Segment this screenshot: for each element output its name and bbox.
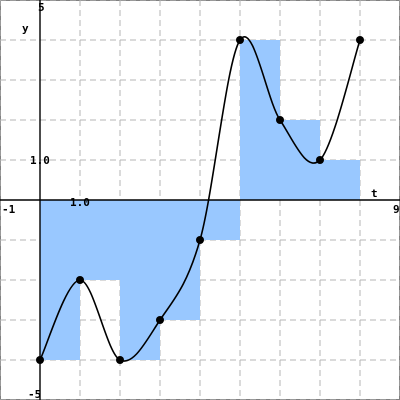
x-unit-tick-label: 1.0 (70, 196, 90, 209)
data-point-4 (196, 236, 204, 244)
step-bar-4 (200, 200, 240, 240)
data-point-3 (156, 316, 164, 324)
data-point-2 (116, 356, 124, 364)
data-point-8 (356, 36, 364, 44)
x-axis-label: t (371, 187, 378, 200)
x-max-tick-label: 9 (393, 203, 400, 216)
x-min-tick-label: -1 (2, 203, 16, 216)
step-bar-1 (80, 200, 120, 280)
step-bars (40, 40, 360, 360)
data-point-6 (276, 116, 284, 124)
step-bar-6 (280, 120, 320, 200)
step-bar-2 (120, 200, 160, 360)
step-bar-7 (320, 160, 360, 200)
y-axis-label: y (22, 22, 29, 35)
y-unit-tick-label: 1.0 (30, 154, 50, 167)
data-point-0 (36, 356, 44, 364)
data-point-7 (316, 156, 324, 164)
curve-line (39, 36, 361, 362)
data-point-1 (76, 276, 84, 284)
data-point-5 (236, 36, 244, 44)
curve-points (36, 36, 364, 364)
y-max-tick-label: 5 (38, 1, 45, 14)
y-min-tick-label: -5 (28, 388, 41, 400)
step-bar-0 (40, 200, 80, 360)
